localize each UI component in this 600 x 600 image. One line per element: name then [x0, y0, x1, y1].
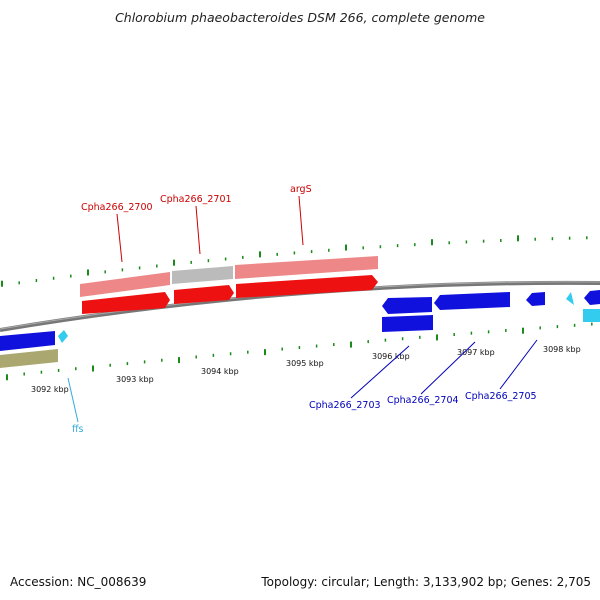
- gene-label-cpha266-2705: Cpha266_2705: [465, 391, 537, 402]
- gene-label-group: Cpha266_2700 Cpha266_2701 argS ffs Cpha2…: [67, 184, 538, 435]
- tick-label-3092: 3092 kbp: [31, 385, 69, 394]
- tick-labels: 3092 kbp 3093 kbp 3094 kbp 3095 kbp 3096…: [31, 345, 581, 394]
- gene-args: [236, 275, 378, 298]
- gene-label-args: argS: [290, 184, 312, 195]
- gene-cpha266-2704: [434, 292, 510, 310]
- gene-left-olive: [0, 349, 58, 368]
- gene-cpha266-2701-outer: [172, 266, 233, 284]
- gene-label-cpha266-2701: Cpha266_2701: [160, 194, 232, 205]
- gene-right-blue: [584, 290, 600, 305]
- map-title: Chlorobium phaeobacteroides DSM 266, com…: [115, 10, 485, 25]
- tick-label-3096: 3096 kbp: [372, 352, 410, 361]
- leader-ffs: [67, 377, 79, 423]
- tick-label-3098: 3098 kbp: [543, 345, 581, 354]
- leader-args: [298, 195, 304, 246]
- gene-right-cyan: [583, 309, 600, 322]
- inner-tick-ring: [6, 322, 593, 381]
- gene-left-blue: [0, 331, 55, 351]
- gene-cpha266-2703: [382, 297, 432, 314]
- gene-cpha266-2701: [174, 285, 234, 304]
- gene-args-outer: [235, 256, 378, 279]
- tick-label-3094: 3094 kbp: [201, 367, 239, 376]
- leader-cpha266-2701: [195, 205, 201, 255]
- leader-cpha266-2705: [499, 339, 538, 390]
- leader-cpha266-2703: [350, 345, 410, 399]
- gene-label-cpha266-2700: Cpha266_2700: [81, 202, 153, 213]
- outer-tick-ring: [1, 235, 588, 287]
- genome-summary-text: Topology: circular; Length: 3,133,902 bp…: [261, 575, 591, 589]
- accession-text: Accession: NC_008639: [10, 575, 147, 589]
- gene-label-ffs: ffs: [72, 424, 84, 435]
- gene-cpha266-2703b: [382, 315, 433, 332]
- gene-label-cpha266-2704: Cpha266_2704: [387, 395, 459, 406]
- leader-cpha266-2704: [420, 341, 476, 395]
- gene-cpha266-2700-outer: [80, 272, 170, 297]
- tick-label-3095: 3095 kbp: [286, 359, 324, 368]
- gene-cpha266-2705: [526, 292, 545, 306]
- tick-label-3093: 3093 kbp: [116, 375, 154, 384]
- leader-cpha266-2700: [116, 213, 123, 263]
- gene-label-cpha266-2703: Cpha266_2703: [309, 400, 381, 411]
- gene-ffs: [58, 330, 68, 343]
- tick-label-3097: 3097 kbp: [457, 348, 495, 357]
- gene-cpha266-2700: [82, 292, 170, 314]
- gene-small-cyan: [566, 292, 574, 305]
